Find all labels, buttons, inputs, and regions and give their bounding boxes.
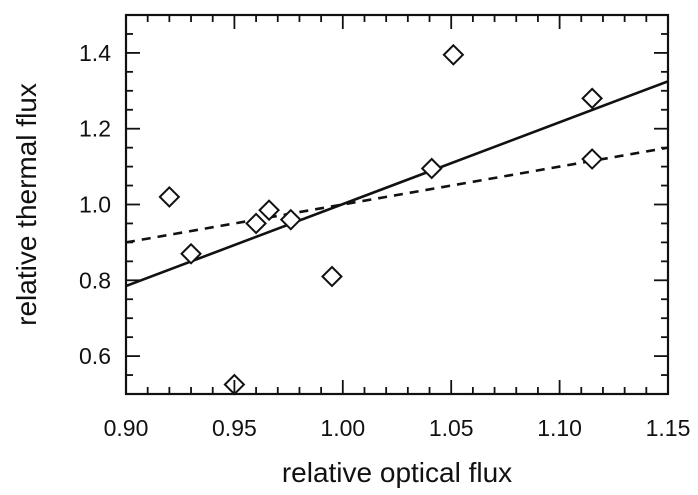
data-point-marker — [420, 157, 443, 180]
x-tick-label: 0.95 — [212, 415, 257, 441]
data-point-marker — [180, 242, 202, 265]
data-point-marker — [321, 265, 343, 288]
data-point-marker — [279, 208, 302, 231]
x-tick-label: 1.00 — [320, 415, 365, 441]
plot-frame — [124, 13, 670, 396]
y-tick-label: 1.0 — [79, 192, 111, 218]
y-tick-label: 0.6 — [79, 343, 111, 369]
solid-fit-line — [126, 80, 668, 288]
data-point-marker — [581, 148, 604, 170]
x-tick-label: 1.15 — [646, 415, 691, 441]
y-tick-label: 0.8 — [79, 267, 111, 293]
fit-lines — [126, 80, 668, 288]
data-point-marker — [581, 87, 604, 110]
x-tick-label: 1.05 — [429, 415, 474, 441]
y-tick-label: 1.4 — [79, 40, 111, 66]
axis-ticks — [125, 14, 669, 395]
x-tick-labels: 0.90 0.95 1.00 1.05 1.10 1.15 — [104, 415, 691, 441]
data-markers — [158, 43, 604, 396]
y-tick-label: 1.2 — [79, 116, 111, 142]
y-tick-labels: 0.6 0.8 1.0 1.2 1.4 — [79, 40, 111, 369]
data-point-marker — [158, 186, 181, 208]
data-point-marker — [245, 212, 267, 235]
x-tick-label: 1.10 — [537, 415, 582, 441]
y-axis-title: relative thermal flux — [11, 83, 42, 326]
data-point-marker — [258, 199, 281, 222]
data-point-marker — [442, 43, 465, 66]
x-tick-label: 0.90 — [104, 415, 149, 441]
dashed-fit-line — [126, 146, 668, 244]
x-axis-title: relative optical flux — [282, 457, 512, 488]
